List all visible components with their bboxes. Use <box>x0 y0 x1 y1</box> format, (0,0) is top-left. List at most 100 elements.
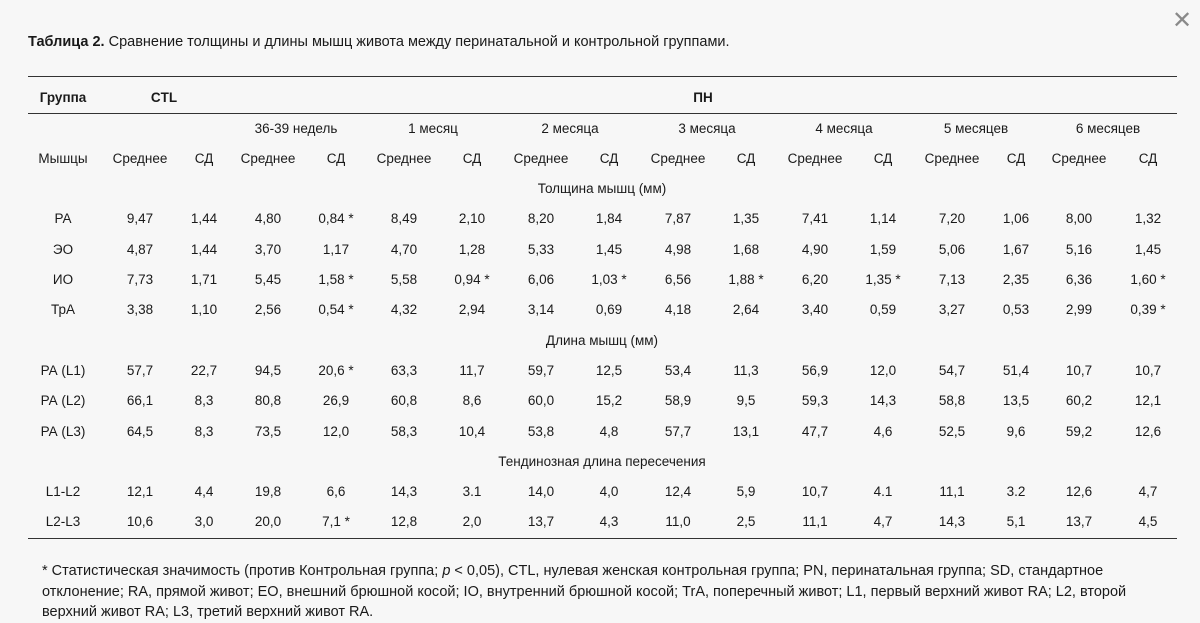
header-sd: СД <box>1138 151 1158 166</box>
table-cell: 12,5 <box>595 363 623 378</box>
table-cell: 5,9 <box>736 484 756 499</box>
table-cell: 1,68 <box>732 242 760 257</box>
table-cell: 0,54 * <box>318 302 354 317</box>
table-cell: 1,88 * <box>728 272 764 287</box>
row-label: L1-L2 <box>45 484 81 499</box>
table-number: Таблица 2. <box>28 34 105 50</box>
table-cell: 12,1 <box>126 484 154 499</box>
header-group: Группа <box>39 90 87 105</box>
table-cell: 53,8 <box>527 424 555 439</box>
header-mean: Среднее <box>376 151 432 166</box>
table-cell: 3,40 <box>801 302 829 317</box>
table-cell: 2,94 <box>458 302 486 317</box>
close-button[interactable]: ✕ <box>1168 6 1196 34</box>
table-cell: 7,41 <box>801 211 829 226</box>
table-cell: 1,35 * <box>865 272 901 287</box>
header-muscles: Мышцы <box>38 151 88 166</box>
table-cell: 5,45 <box>254 272 282 287</box>
section-title: Тендинозная длина пересечения <box>498 454 706 469</box>
table-cell: 1,06 <box>1002 211 1030 226</box>
table-cell: 1,45 <box>1134 242 1162 257</box>
close-icon: ✕ <box>1171 6 1193 34</box>
table-cell: 6,36 <box>1065 272 1093 287</box>
row-label: РА <box>54 211 72 226</box>
table-cell: 4,98 <box>664 242 692 257</box>
table-cell: 5,1 <box>1006 514 1026 529</box>
table-cell: 4,70 <box>390 242 418 257</box>
row-label: РА (L2) <box>40 393 86 408</box>
table-cell: 1,14 <box>869 211 897 226</box>
table-cell: 1,58 * <box>318 272 354 287</box>
table-cell: 7,13 <box>938 272 966 287</box>
table-cell: 4,8 <box>599 424 619 439</box>
table-cell: 11,1 <box>802 514 828 529</box>
table-cell: 20,6 * <box>318 363 354 378</box>
table-cell: 4,18 <box>664 302 692 317</box>
header-sd: СД <box>462 151 482 166</box>
table-cell: 6,56 <box>664 272 692 287</box>
table-cell: 1,60 * <box>1130 272 1166 287</box>
table-cell: 63,3 <box>390 363 418 378</box>
table-cell: 13,7 <box>1065 514 1093 529</box>
table-cell: 14,3 <box>938 514 966 529</box>
row-label: ТрА <box>50 302 76 317</box>
table-cell: 9,5 <box>736 393 756 408</box>
table-cell: 5,58 <box>390 272 418 287</box>
table-cell: 10,7 <box>1065 363 1093 378</box>
table-cell: 14,3 <box>869 393 897 408</box>
table-cell: 0,69 <box>595 302 623 317</box>
table-bottom-rule <box>28 538 1177 539</box>
table-cell: 80,8 <box>254 393 282 408</box>
table-cell: 51,4 <box>1002 363 1030 378</box>
table-cell: 1,35 <box>732 211 760 226</box>
table-cell: 60,0 <box>527 393 555 408</box>
table-cell: 8,00 <box>1065 211 1093 226</box>
header-mean: Среднее <box>240 151 296 166</box>
table-cell: 56,9 <box>801 363 829 378</box>
table-cell: 2,99 <box>1065 302 1093 317</box>
table-cell: 10,7 <box>801 484 829 499</box>
table-cell: 14,3 <box>390 484 418 499</box>
table-cell: 66,1 <box>126 393 154 408</box>
table-cell: 22,7 <box>190 363 218 378</box>
table-cell: 15,2 <box>595 393 623 408</box>
header-sd: СД <box>873 151 893 166</box>
table-cell: 57,7 <box>126 363 154 378</box>
table-cell: 11,7 <box>459 363 485 378</box>
header-mean: Среднее <box>513 151 569 166</box>
table-cell: 59,2 <box>1065 424 1093 439</box>
table-cell: 60,2 <box>1065 393 1093 408</box>
table-cell: 1,17 <box>322 242 350 257</box>
table-cell: 1,71 <box>190 272 218 287</box>
table-cell: 4.1 <box>873 484 893 499</box>
table-footnote: * Статистическая значимость (против Конт… <box>42 563 1127 620</box>
table-cell: 58,9 <box>664 393 692 408</box>
header-sd: СД <box>1006 151 1026 166</box>
table-cell: 12,0 <box>869 363 897 378</box>
table-cell: 12,8 <box>390 514 418 529</box>
table-cell: 20,0 <box>254 514 282 529</box>
table-cell: 4,90 <box>801 242 829 257</box>
header-mean: Среднее <box>787 151 843 166</box>
table-cell: 1,44 <box>190 211 218 226</box>
header-period: 5 месяцев <box>943 121 1009 136</box>
table-cell: 4,32 <box>390 302 418 317</box>
table-cell: 8,6 <box>462 393 482 408</box>
table-cell: 5,16 <box>1065 242 1093 257</box>
table-cell: 1,59 <box>869 242 897 257</box>
table-cell: 8,3 <box>194 424 214 439</box>
header-ctl: CTL <box>150 90 178 105</box>
header-sd: СД <box>736 151 756 166</box>
row-label: L2-L3 <box>45 514 81 529</box>
section-title: Толщина мышц (мм) <box>537 181 667 196</box>
header-period: 1 месяц <box>408 121 458 136</box>
table-cell: 53,4 <box>664 363 692 378</box>
table-cell: 19,8 <box>254 484 282 499</box>
table-cell: 1,32 <box>1134 211 1162 226</box>
table-cell: 7,20 <box>938 211 966 226</box>
table-cell: 3,0 <box>194 514 214 529</box>
table-cell: 4,4 <box>194 484 214 499</box>
table-cell: 3,27 <box>938 302 966 317</box>
table-cell: 10,7 <box>1134 363 1162 378</box>
table-cell: 3,38 <box>126 302 154 317</box>
